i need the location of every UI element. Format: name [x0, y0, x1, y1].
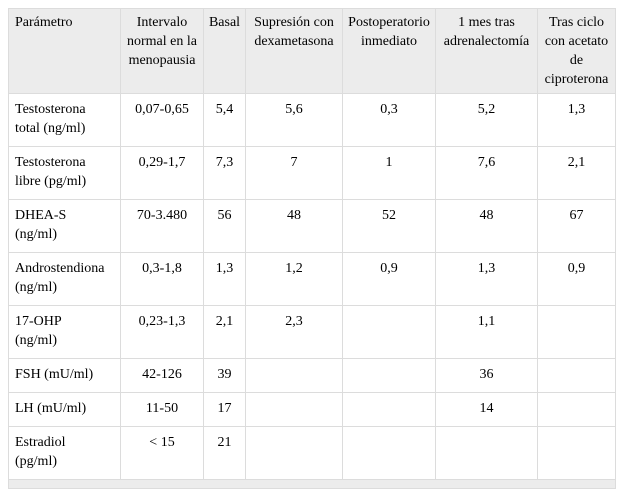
table-body: Testosterona total (ng/ml) 0,07-0,65 5,4…: [8, 93, 616, 480]
table-row-dhea-s: DHEA-S (ng/ml) 70-3.480 56 48 52 48 67: [8, 199, 616, 253]
table-cell: 56: [203, 199, 246, 253]
column-header-basal: Basal: [203, 8, 246, 94]
table-row-fsh: FSH (mU/ml) 42-126 39 36: [8, 358, 616, 393]
table-cell: 39: [203, 358, 246, 393]
table-cell: 0,07-0,65: [120, 93, 204, 147]
table-cell: [537, 426, 616, 480]
table-cell: [537, 305, 616, 359]
table-cell: [342, 305, 436, 359]
table-header: Parámetro Intervalo normal en la menopau…: [8, 8, 616, 94]
table-cell: 1,1: [435, 305, 538, 359]
table-footer: [8, 479, 616, 489]
table-cell: 21: [203, 426, 246, 480]
table-cell: 48: [245, 199, 343, 253]
table-cell: [537, 392, 616, 427]
table-row-17-ohp: 17-OHP (ng/ml) 0,23-1,3 2,1 2,3 1,1: [8, 305, 616, 359]
table-cell: 0,9: [342, 252, 436, 306]
table-row-estradiol: Estradiol (pg/ml) < 15 21: [8, 426, 616, 480]
row-label: FSH (mU/ml): [8, 358, 121, 393]
row-label: Androstendiona (ng/ml): [8, 252, 121, 306]
table-cell: 1,3: [435, 252, 538, 306]
column-header-intervalo-normal: Intervalo normal en la menopausia: [120, 8, 204, 94]
table-cell: 0,29-1,7: [120, 146, 204, 200]
table-cell: 5,6: [245, 93, 343, 147]
row-label: Estradiol (pg/ml): [8, 426, 121, 480]
table-cell: 2,1: [203, 305, 246, 359]
table-cell: 1: [342, 146, 436, 200]
table-cell: 0,9: [537, 252, 616, 306]
footer-band-cell: [8, 479, 616, 489]
table-cell: 5,2: [435, 93, 538, 147]
row-label: 17-OHP (ng/ml): [8, 305, 121, 359]
table-cell: [537, 358, 616, 393]
table-cell: [342, 392, 436, 427]
table-cell: 48: [435, 199, 538, 253]
table-cell: 5,4: [203, 93, 246, 147]
table-cell: 14: [435, 392, 538, 427]
row-label: LH (mU/ml): [8, 392, 121, 427]
table-cell: 17: [203, 392, 246, 427]
column-header-supresion-dexametasona: Supresión con dexametasona: [245, 8, 343, 94]
table-cell: 0,23-1,3: [120, 305, 204, 359]
row-label: Testosterona libre (pg/ml): [8, 146, 121, 200]
table-cell: 1,3: [203, 252, 246, 306]
table-cell: 0,3: [342, 93, 436, 147]
table-cell: [342, 358, 436, 393]
table-row-testosterona-total: Testosterona total (ng/ml) 0,07-0,65 5,4…: [8, 93, 616, 147]
table-cell: 2,1: [537, 146, 616, 200]
row-label: DHEA-S (ng/ml): [8, 199, 121, 253]
table-cell: 67: [537, 199, 616, 253]
table-cell: 11-50: [120, 392, 204, 427]
table-cell: 1,2: [245, 252, 343, 306]
table-cell: [245, 358, 343, 393]
column-header-mes-tras-adrenalectomia: 1 mes tras adrenalectomía: [435, 8, 538, 94]
column-header-parametro: Parámetro: [8, 8, 121, 94]
hormone-results-table: Parámetro Intervalo normal en la menopau…: [8, 8, 616, 489]
table-row-androstendiona: Androstendiona (ng/ml) 0,3-1,8 1,3 1,2 0…: [8, 252, 616, 306]
table-cell: 7: [245, 146, 343, 200]
table-cell: [245, 392, 343, 427]
column-header-postoperatorio: Postoperatorio inmediato: [342, 8, 436, 94]
table-cell: 36: [435, 358, 538, 393]
table-cell: < 15: [120, 426, 204, 480]
column-header-tras-ciclo-ciproterona: Tras ciclo con acetato de ciproterona: [537, 8, 616, 94]
footer-band: [8, 479, 616, 489]
table-cell: 0,3-1,8: [120, 252, 204, 306]
table-cell: 7,6: [435, 146, 538, 200]
table-cell: [342, 426, 436, 480]
table-cell: 2,3: [245, 305, 343, 359]
table-cell: 70-3.480: [120, 199, 204, 253]
table-row-lh: LH (mU/ml) 11-50 17 14: [8, 392, 616, 427]
table-row-testosterona-libre: Testosterona libre (pg/ml) 0,29-1,7 7,3 …: [8, 146, 616, 200]
table-cell: 1,3: [537, 93, 616, 147]
page: Parámetro Intervalo normal en la menopau…: [8, 8, 616, 489]
table-cell: [435, 426, 538, 480]
table-cell: 42-126: [120, 358, 204, 393]
header-row: Parámetro Intervalo normal en la menopau…: [8, 8, 616, 94]
table-cell: [245, 426, 343, 480]
table-cell: 7,3: [203, 146, 246, 200]
table-cell: 52: [342, 199, 436, 253]
row-label: Testosterona total (ng/ml): [8, 93, 121, 147]
